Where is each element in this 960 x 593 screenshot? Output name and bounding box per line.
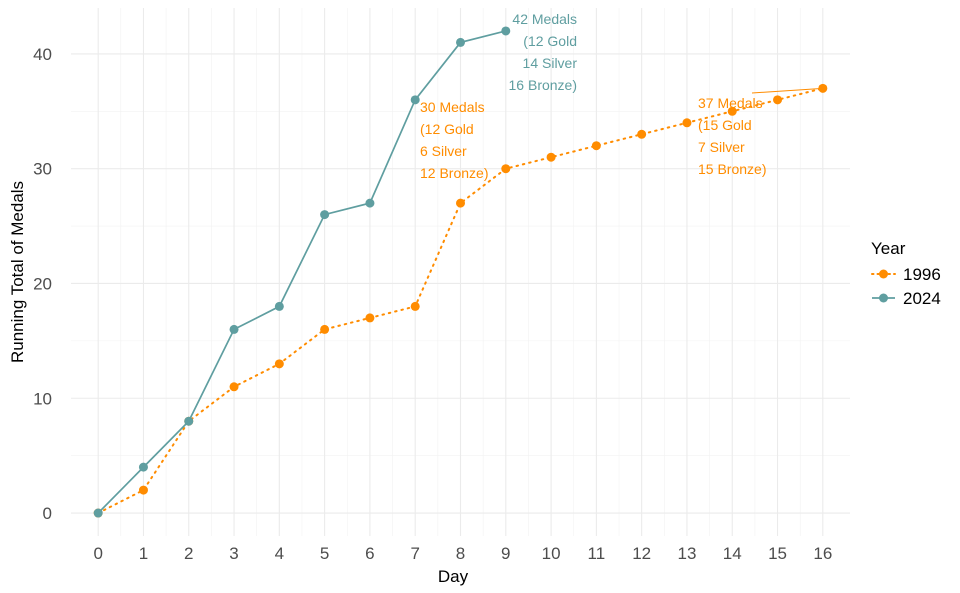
data-point-1996: [229, 382, 239, 392]
data-point-2024: [229, 324, 239, 334]
x-tick-label: 13: [677, 544, 696, 563]
legend-title: Year: [871, 239, 906, 258]
annotation-text-line: 42 Medals: [512, 11, 577, 27]
annotation-text-line: (15 Gold: [698, 117, 752, 133]
x-tick-label: 14: [723, 544, 742, 563]
data-point-2024: [501, 26, 511, 36]
annotation-text-line: 37 Medals: [698, 95, 763, 111]
data-point-2024: [456, 37, 465, 47]
x-tick-label: 6: [365, 544, 374, 563]
annotation-text-line: 30 Medals: [420, 99, 485, 115]
data-point-1996: [365, 313, 375, 323]
y-tick-label: 30: [33, 160, 52, 179]
data-point-1996: [637, 129, 647, 139]
y-tick-label: 20: [33, 274, 52, 293]
data-point-1996: [138, 485, 148, 495]
x-tick-label: 9: [501, 544, 510, 563]
legend-label-1996: 1996: [903, 265, 941, 284]
legend-label-2024: 2024: [903, 289, 941, 308]
x-tick-label: 8: [456, 544, 465, 563]
data-point-2024: [365, 198, 375, 208]
series-line-2024: [97, 30, 506, 514]
x-tick-label: 0: [93, 544, 102, 563]
data-point-2024: [410, 95, 420, 105]
series-line-1996: [97, 87, 824, 515]
series-2024: [93, 26, 511, 518]
data-point-1996: [773, 95, 783, 105]
annotation-text-line: 7 Silver: [698, 139, 745, 155]
y-tick-label: 10: [33, 389, 52, 408]
legend-items: 1996 2024: [871, 265, 941, 308]
data-point-1996: [682, 118, 692, 128]
x-tick-label: 7: [410, 544, 419, 563]
x-tick-label: 15: [768, 544, 787, 563]
x-axis-title: Day: [438, 567, 469, 586]
annotation-text-line: (12 Gold: [523, 33, 577, 49]
legend: Year 1996 2024: [871, 239, 941, 308]
data-point-1996: [274, 359, 284, 369]
legend-item-1996: 1996: [871, 265, 941, 284]
legend-marker-1996: [879, 269, 888, 279]
annotation-layer: 42 Medals (12 Gold 14 Silver 16 Bronze) 30 M…: [420, 11, 823, 181]
annotation-1996: 37 Medals (15 Gold 7 Silver 15 Bronze): [698, 87, 823, 177]
data-point-2024: [274, 301, 284, 311]
y-tick-label: 0: [43, 504, 52, 523]
x-tick-label: 11: [588, 544, 606, 563]
data-point-2024: [320, 210, 330, 220]
x-tick-label: 10: [542, 544, 561, 563]
data-point-1996: [456, 198, 465, 208]
annotation-1996: 30 Medals (12 Gold 6 Silver 12 Bronze): [420, 99, 488, 181]
x-tick-label: 3: [229, 544, 238, 563]
data-point-1996: [501, 164, 511, 174]
data-point-1996: [546, 152, 556, 162]
x-tick-label: 2: [184, 544, 193, 563]
annotation-text-line: 15 Bronze): [698, 161, 766, 177]
data-point-1996: [320, 324, 330, 334]
data-point-1996: [410, 301, 420, 311]
data-point-1996: [591, 141, 601, 151]
grid-lines: [71, 8, 850, 536]
data-point-2024: [184, 416, 194, 426]
annotation-text-line: 12 Bronze): [420, 165, 488, 181]
legend-marker-2024: [879, 293, 888, 303]
series-layer: [93, 26, 828, 518]
annotation-text-line: 14 Silver: [523, 55, 578, 71]
data-point-1996: [727, 106, 737, 116]
x-tick-label: 4: [275, 544, 284, 563]
y-tick-label: 40: [33, 45, 52, 64]
annotation-2024: 42 Medals (12 Gold 14 Silver 16 Bronze): [509, 11, 578, 93]
annotation-text-line: 16 Bronze): [509, 77, 577, 93]
x-tick-label: 1: [139, 544, 148, 563]
annotation-leader-line: [751, 87, 823, 94]
x-tick-label: 5: [320, 544, 329, 563]
data-point-2024: [93, 508, 103, 518]
legend-item-2024: 2024: [872, 289, 941, 308]
x-tick-label: 12: [632, 544, 651, 563]
annotation-text-line: 6 Silver: [420, 143, 467, 159]
y-axis-title: Running Total of Medals: [8, 181, 27, 363]
data-point-2024: [138, 462, 148, 472]
annotation-text-line: (12 Gold: [420, 121, 474, 137]
x-tick-label: 16: [813, 544, 832, 563]
